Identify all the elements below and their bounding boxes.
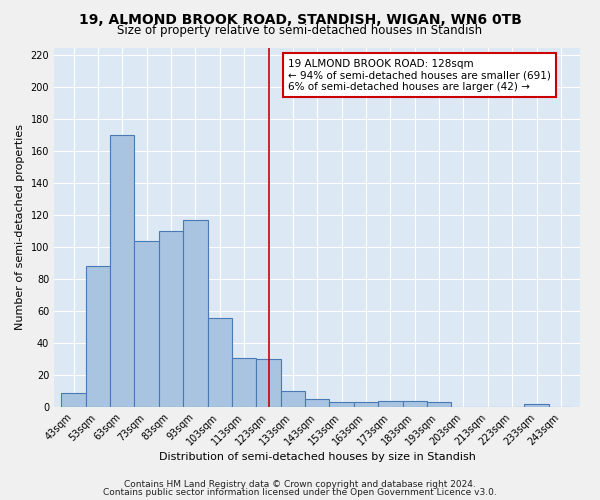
Bar (86, 266, 110, 407)
Bar (281, 391, 305, 407)
Y-axis label: Number of semi-detached properties: Number of semi-detached properties (15, 124, 25, 330)
Text: Contains public sector information licensed under the Open Government Licence v3: Contains public sector information licen… (103, 488, 497, 497)
Bar (427, 402, 451, 407)
Text: Size of property relative to semi-detached houses in Standish: Size of property relative to semi-detach… (118, 24, 482, 37)
Text: 19, ALMOND BROOK ROAD, STANDISH, WIGAN, WN6 0TB: 19, ALMOND BROOK ROAD, STANDISH, WIGAN, … (79, 12, 521, 26)
Bar (329, 402, 354, 407)
Text: Contains HM Land Registry data © Crown copyright and database right 2024.: Contains HM Land Registry data © Crown c… (124, 480, 476, 489)
Text: 19 ALMOND BROOK ROAD: 128sqm
← 94% of semi-detached houses are smaller (691)
6% : 19 ALMOND BROOK ROAD: 128sqm ← 94% of se… (288, 58, 551, 92)
X-axis label: Distribution of semi-detached houses by size in Standish: Distribution of semi-detached houses by … (159, 452, 476, 462)
Bar (183, 220, 208, 407)
Bar (256, 359, 281, 407)
Bar (232, 358, 256, 407)
Bar (305, 399, 329, 407)
Bar (354, 402, 378, 407)
Bar (159, 232, 183, 407)
Bar (378, 401, 403, 407)
Bar (61, 393, 86, 407)
Bar (134, 241, 159, 407)
Bar (403, 401, 427, 407)
Bar (524, 404, 549, 407)
Bar (110, 136, 134, 407)
Bar (208, 318, 232, 407)
